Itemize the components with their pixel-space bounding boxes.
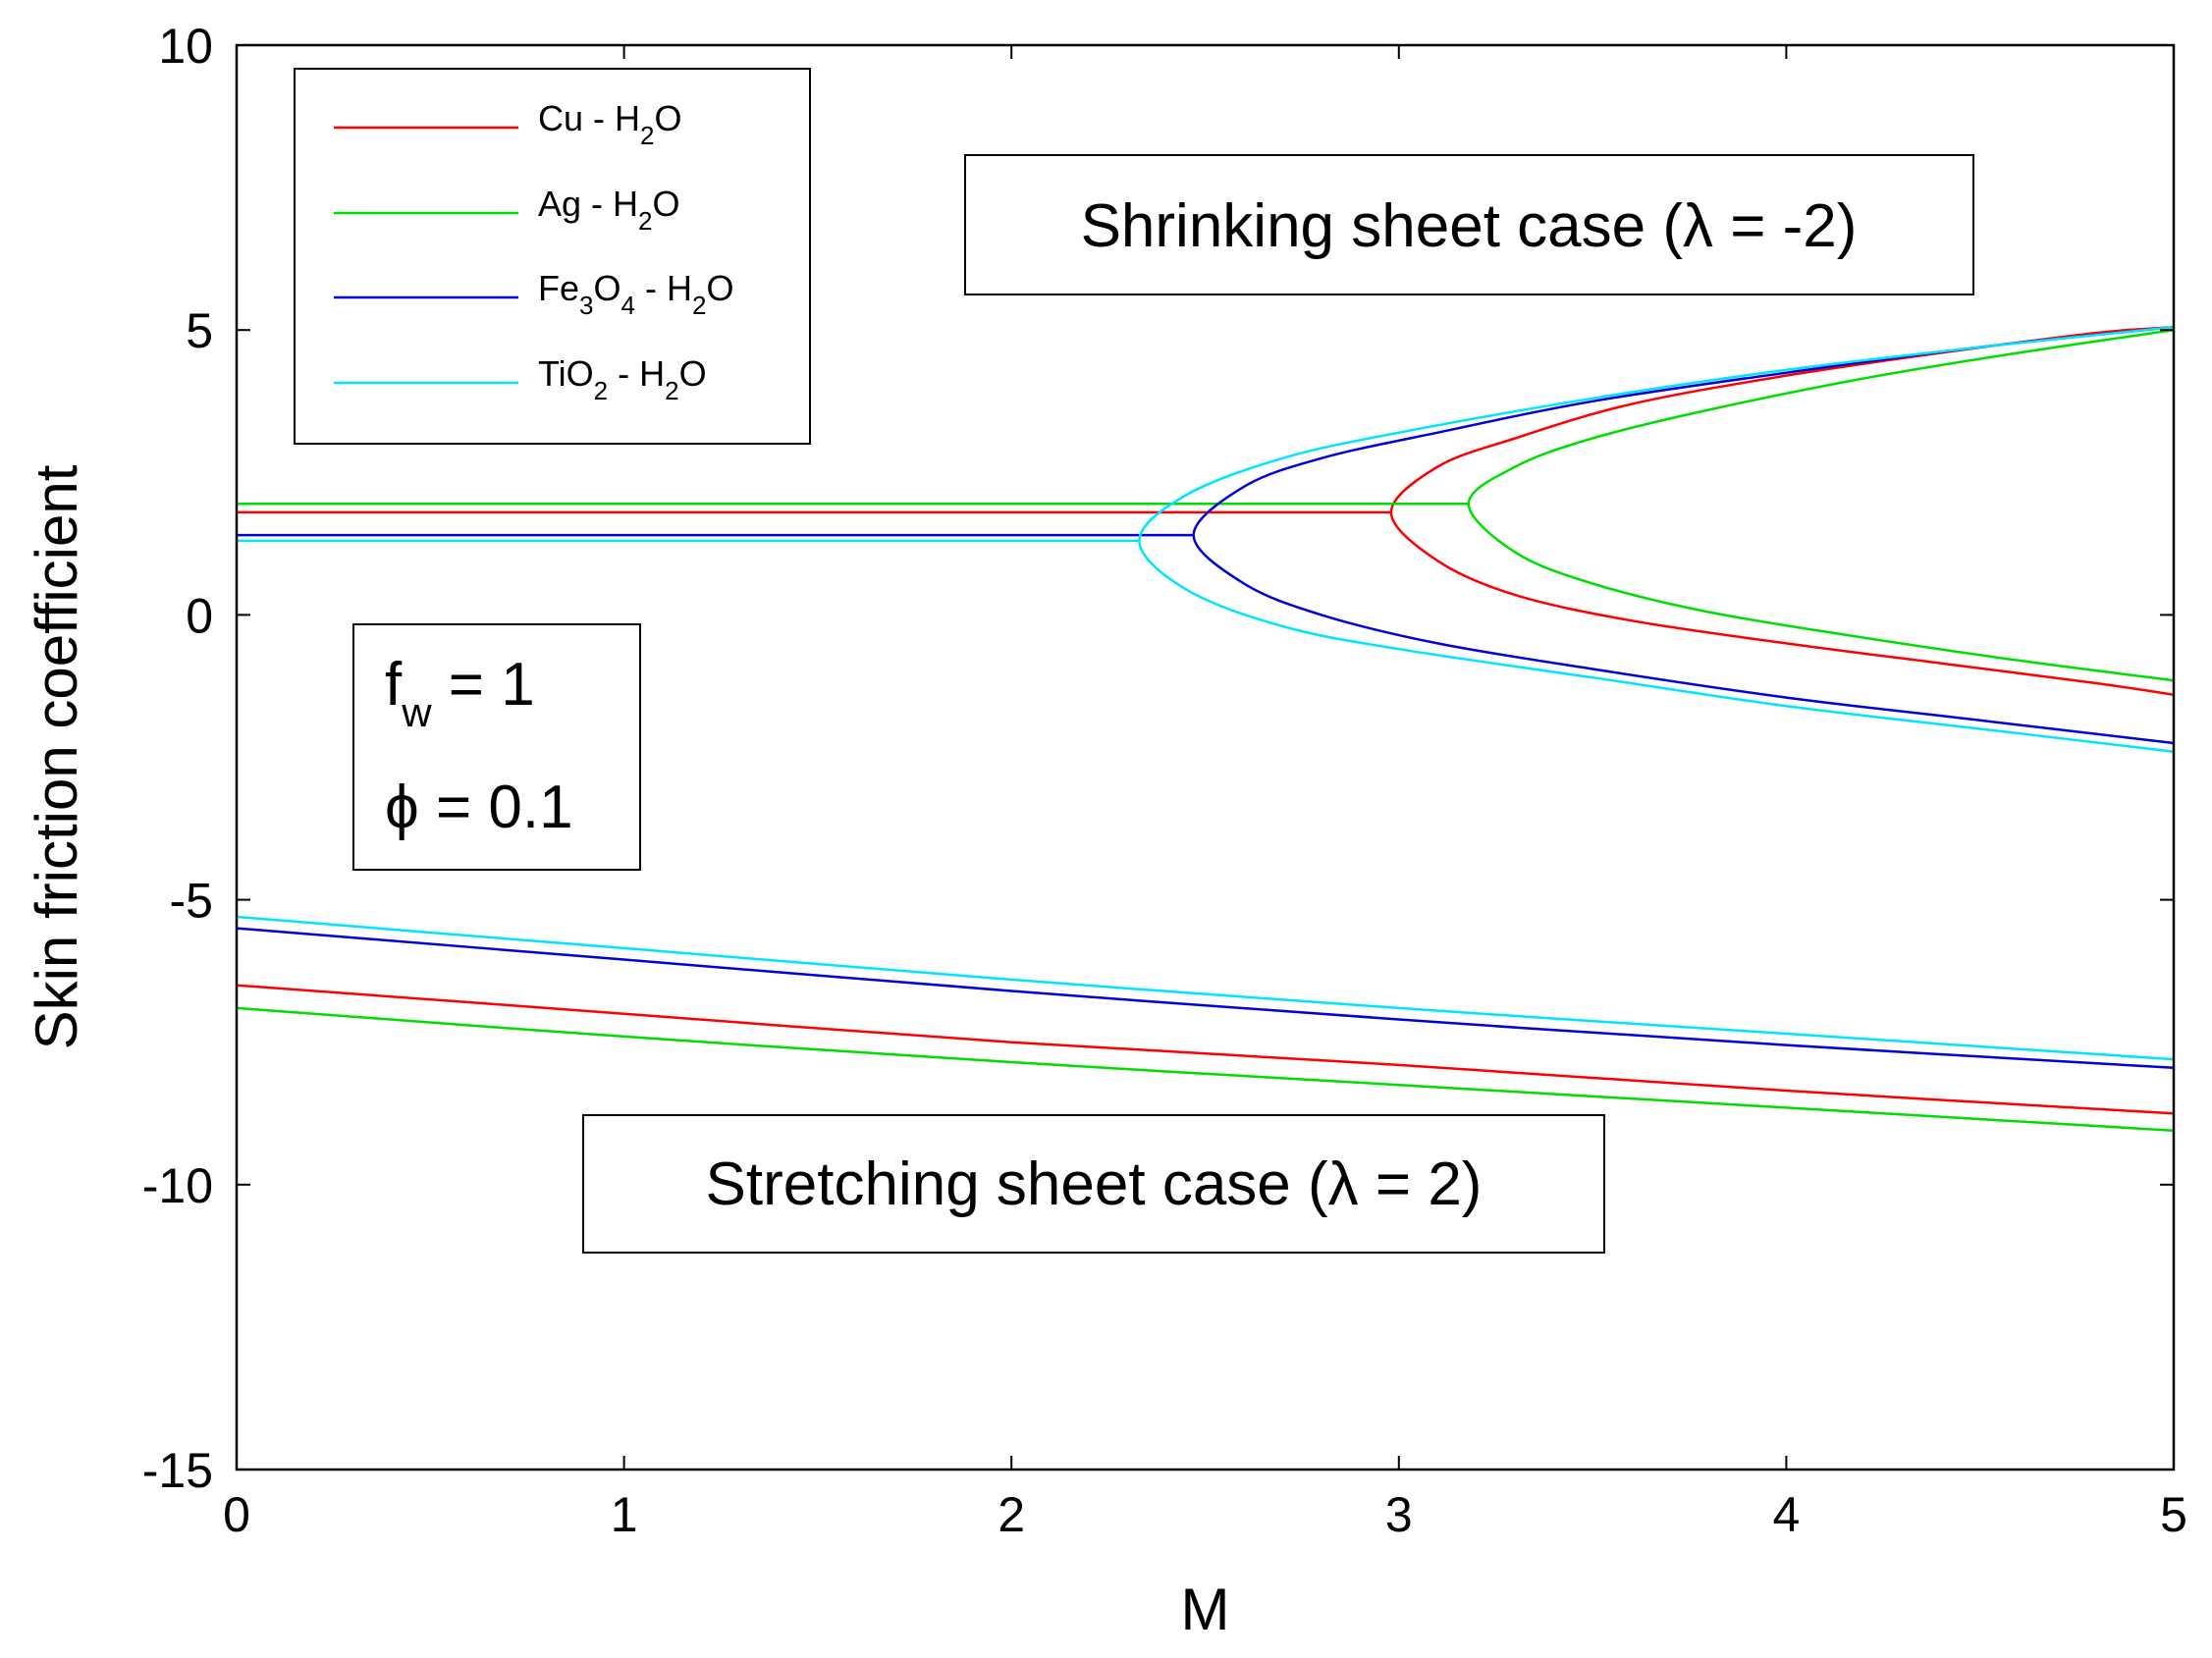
tick-layer: 0 1 2 3 4 5 -15 -10 -5 0 5 10 (142, 19, 2187, 1542)
y-tick-label: 0 (186, 588, 213, 643)
series-line-tio2-shrinking-curve (1138, 326, 2175, 753)
stretching-annotation: Stretching sheet case (λ = 2) (582, 1114, 1605, 1254)
parameter-phi: ϕ = 0.1 (385, 774, 573, 841)
legend: Cu - H2O Ag - H2O Fe3O4 - H2O TiO2 - H2O (294, 68, 811, 445)
stretching-annotation-text: Stretching sheet case (λ = 2) (706, 1150, 1483, 1218)
series-line-ag-shrinking-curve (1467, 328, 2175, 682)
shrinking-annotation: Shrinking sheet case (λ = -2) (964, 154, 1974, 295)
x-tick-label: 2 (998, 1487, 1025, 1542)
series-line-cu-stretching (236, 984, 2175, 1115)
plot-frame (235, 43, 2176, 1471)
shrinking-annotation-box (964, 154, 1974, 295)
legend-label-ag: Ag - H2O (538, 184, 680, 236)
y-tick-label: -5 (170, 874, 213, 929)
series-layer (236, 326, 2175, 1132)
legend-box (294, 68, 811, 445)
series-line-cu-shrinking-curve (1389, 326, 2175, 696)
x-tick-label: 4 (1772, 1487, 1800, 1542)
series-line-fe3o4-stretching (236, 927, 2175, 1070)
legend-label-fe3o4: Fe3O4 - H2O (538, 268, 733, 320)
x-tick-label: 1 (611, 1487, 638, 1542)
parameter-fw: fw = 1 (385, 651, 535, 735)
shrinking-annotation-text: Shrinking sheet case (λ = -2) (1081, 192, 1858, 260)
series-line-ag-stretching (236, 1006, 2175, 1132)
x-tick-label: 3 (1385, 1487, 1413, 1542)
y-axis-label: Skin friction coefficient (24, 464, 89, 1049)
y-tick-label: 5 (186, 303, 213, 358)
parameter-annotation-box (352, 623, 641, 871)
legend-label-tio2: TiO2 - H2O (538, 353, 707, 405)
x-tick-label: 5 (2160, 1487, 2187, 1542)
series-line-tio2-stretching (236, 915, 2175, 1061)
y-tick-label: -10 (142, 1158, 213, 1213)
legend-label-cu: Cu - H2O (538, 98, 682, 150)
stretching-annotation-box (582, 1114, 1605, 1254)
series-line-fe3o4-shrinking-curve (1192, 326, 2175, 745)
y-tick-label: -15 (142, 1443, 213, 1498)
parameter-annotation: fw = 1 ϕ = 0.1 (352, 623, 641, 871)
y-tick-label: 10 (158, 19, 213, 74)
x-axis-label: M (1181, 1577, 1230, 1642)
x-tick-label: 0 (223, 1487, 250, 1542)
